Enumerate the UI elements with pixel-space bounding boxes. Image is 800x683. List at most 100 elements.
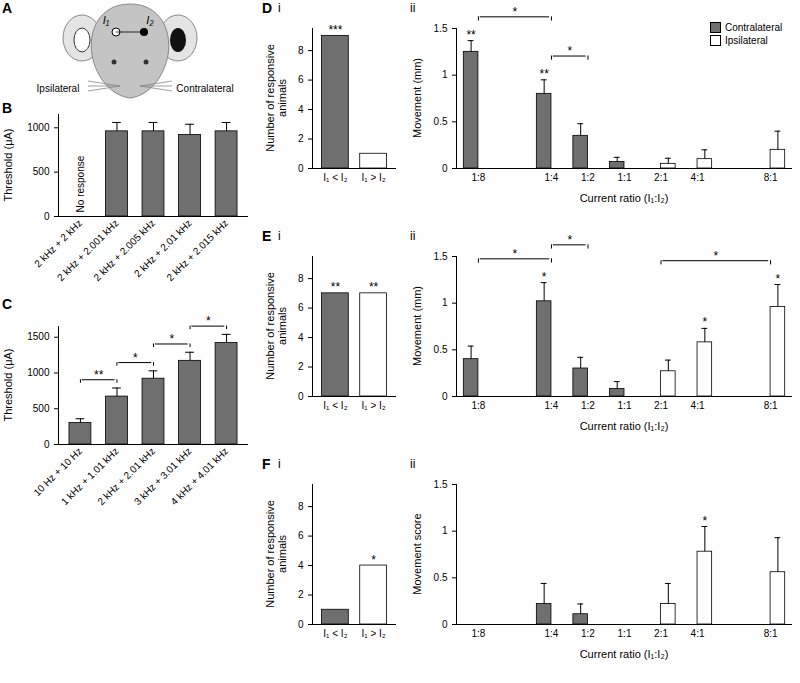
svg-text:1: 1 [442,69,448,80]
svg-text:1:4: 1:4 [545,172,559,183]
svg-text:*: * [542,270,547,284]
html-text:Number of responsive animals: Number of responsive animals [264,500,288,608]
svg-text:2 kHz + 2.005 kHz: 2 kHz + 2.005 kHz [91,217,157,283]
svg-text:I₁ > I₂: I₁ > I₂ [361,628,385,639]
svg-text:1: 1 [442,525,448,536]
svg-text:1.5: 1.5 [434,479,448,490]
svg-text:1:2: 1:2 [581,400,595,411]
svg-text:1:8: 1:8 [471,400,485,411]
svg-text:1 kHz + 1.01 kHz: 1 kHz + 1.01 kHz [58,445,121,508]
svg-text:8: 8 [298,501,304,512]
svg-text:1000: 1000 [27,367,50,378]
svg-text:2: 2 [298,133,304,144]
svg-text:0: 0 [442,163,448,174]
svg-text:4:1: 4:1 [691,172,705,183]
svg-text:**: ** [539,67,549,81]
svg-text:1500: 1500 [27,331,50,342]
svg-text:0.5: 0.5 [434,116,448,127]
svg-text:4:1: 4:1 [691,628,705,639]
svg-text:8:1: 8:1 [764,400,778,411]
svg-text:Ipsilateral: Ipsilateral [37,83,80,94]
svg-text:I₁ > I₂: I₁ > I₂ [361,172,385,183]
svg-text:*: * [567,44,572,58]
svg-text:0.5: 0.5 [434,344,448,355]
svg-text:I₁ < I₂: I₁ < I₂ [323,172,347,183]
svg-text:*: * [513,247,518,261]
svg-text:*: * [567,233,572,247]
svg-text:2:1: 2:1 [654,172,668,183]
svg-text:I₁ < I₂: I₁ < I₂ [323,628,347,639]
svg-text:*: * [513,5,518,19]
svg-text:8: 8 [298,45,304,56]
svg-text:500: 500 [33,403,50,414]
svg-text:1:1: 1:1 [618,628,632,639]
svg-text:1000: 1000 [27,122,50,133]
svg-text:6: 6 [298,302,304,313]
svg-text:*: * [713,249,718,263]
html-text:Number of responsive animals: Number of responsive animals [264,272,288,380]
svg-text:*: * [133,351,138,365]
svg-text:*: * [371,553,376,567]
svg-text:6: 6 [298,74,304,85]
svg-text:1:4: 1:4 [545,628,559,639]
svg-text:2:1: 2:1 [654,628,668,639]
svg-text:4:1: 4:1 [691,400,705,411]
svg-text:4: 4 [298,560,304,571]
svg-text:No response: No response [75,155,86,212]
svg-text:2: 2 [298,589,304,600]
html-text:Number of responsive animals: Number of responsive animals [264,44,288,152]
svg-text:8:1: 8:1 [764,628,778,639]
svg-text:1.5: 1.5 [434,23,448,34]
svg-text:***: *** [328,23,342,37]
svg-text:*: * [169,332,174,346]
svg-text:**: ** [466,28,476,42]
svg-text:1:1: 1:1 [618,172,632,183]
svg-text:**: ** [94,368,104,382]
svg-text:6: 6 [298,530,304,541]
svg-text:I₁: I₁ [103,14,110,26]
svg-text:2 kHz + 2.001 kHz: 2 kHz + 2.001 kHz [55,217,121,283]
svg-text:2 kHz + 2.01 kHz: 2 kHz + 2.01 kHz [131,217,194,280]
svg-text:I₂: I₂ [146,14,154,26]
svg-text:0: 0 [298,391,304,402]
svg-text:1:2: 1:2 [581,628,595,639]
svg-text:0.5: 0.5 [434,572,448,583]
svg-text:0: 0 [44,211,50,222]
svg-text:8:1: 8:1 [764,172,778,183]
svg-text:2 kHz + 2 kHz: 2 kHz + 2 kHz [32,217,85,270]
svg-text:*: * [703,514,708,528]
svg-text:1.5: 1.5 [434,251,448,262]
svg-text:2: 2 [298,361,304,372]
svg-text:*: * [206,314,211,328]
svg-text:0: 0 [44,439,50,450]
svg-text:500: 500 [33,166,50,177]
svg-text:0: 0 [442,391,448,402]
svg-text:1:8: 1:8 [471,628,485,639]
svg-text:Contralateral: Contralateral [176,83,233,94]
html-text:D i: D i [262,0,281,16]
svg-text:*: * [776,272,781,286]
svg-text:I₁ < I₂: I₁ < I₂ [323,400,347,411]
svg-text:4: 4 [298,104,304,115]
svg-text:**: ** [369,280,379,294]
svg-text:0: 0 [442,619,448,630]
html-text:Threshold (μA): Threshold (μA) [2,128,14,202]
svg-text:1:1: 1:1 [618,400,632,411]
svg-text:2 kHz + 2.01 kHz: 2 kHz + 2.01 kHz [95,445,158,508]
svg-text:0: 0 [298,163,304,174]
svg-text:3 kHz + 3.01 kHz: 3 kHz + 3.01 kHz [131,445,194,508]
svg-text:I₁ > I₂: I₁ > I₂ [361,400,385,411]
svg-text:0: 0 [298,619,304,630]
svg-text:4 kHz + 4.01 kHz: 4 kHz + 4.01 kHz [168,445,230,507]
svg-text:2 kHz + 2.015 kHz: 2 kHz + 2.015 kHz [165,217,231,283]
svg-text:8: 8 [298,273,304,284]
svg-text:4: 4 [298,332,304,343]
svg-text:10 Hz + 10 Hz: 10 Hz + 10 Hz [31,445,85,499]
svg-text:1:2: 1:2 [581,172,595,183]
svg-text:1:8: 1:8 [471,172,485,183]
svg-text:**: ** [331,280,341,294]
svg-text:*: * [703,315,708,329]
svg-text:1: 1 [442,297,448,308]
svg-text:2:1: 2:1 [654,400,668,411]
svg-text:1:4: 1:4 [545,400,559,411]
